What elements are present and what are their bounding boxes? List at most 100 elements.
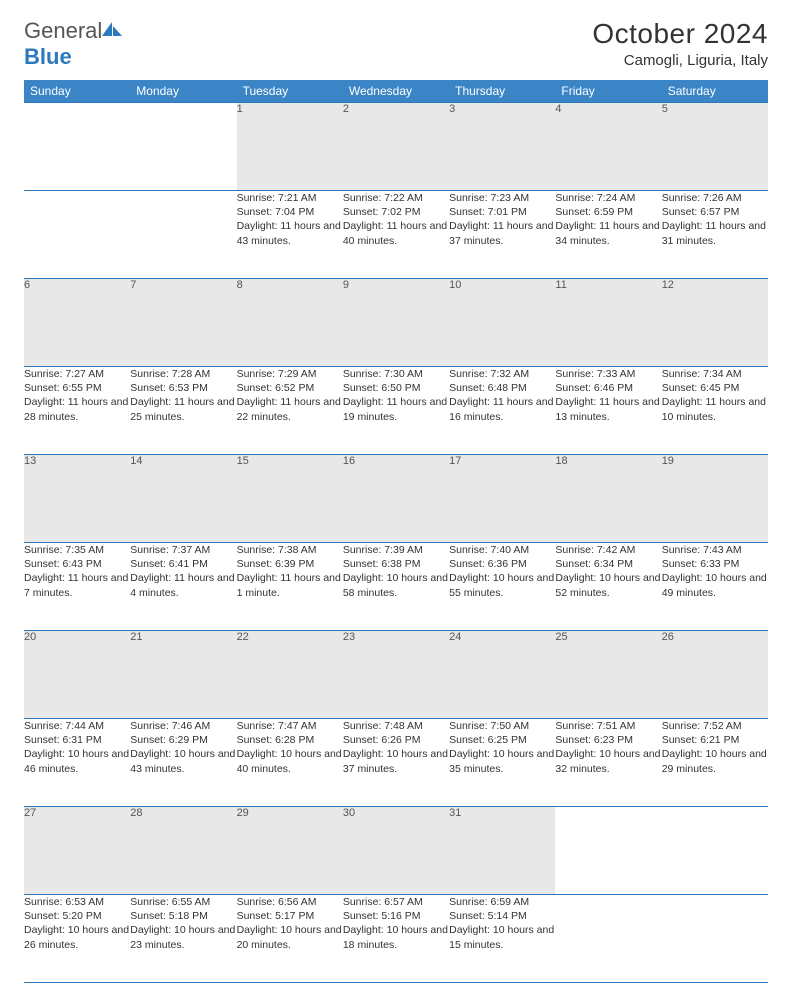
sunset-line: Sunset: 6:23 PM — [555, 734, 633, 746]
daylight-line: Daylight: 10 hours and 43 minutes. — [130, 748, 235, 774]
day-content-cell: Sunrise: 7:44 AMSunset: 6:31 PMDaylight:… — [24, 719, 130, 807]
day-content-cell: Sunrise: 7:42 AMSunset: 6:34 PMDaylight:… — [555, 543, 661, 631]
sunrise-line: Sunrise: 7:48 AM — [343, 720, 423, 732]
logo-sail-icon — [102, 22, 124, 38]
sunrise-line: Sunrise: 7:52 AM — [662, 720, 742, 732]
weekday-header: Thursday — [449, 80, 555, 103]
sunrise-line: Sunrise: 7:26 AM — [662, 192, 742, 204]
day-number-cell: 1 — [237, 103, 343, 191]
day-number-cell: 27 — [24, 807, 130, 895]
day-number-cell: 22 — [237, 631, 343, 719]
daylight-line: Daylight: 10 hours and 35 minutes. — [449, 748, 554, 774]
sunrise-line: Sunrise: 6:59 AM — [449, 896, 529, 908]
sunset-line: Sunset: 6:59 PM — [555, 206, 633, 218]
sunset-line: Sunset: 6:21 PM — [662, 734, 740, 746]
sunset-line: Sunset: 6:34 PM — [555, 558, 633, 570]
day-content-cell: Sunrise: 7:35 AMSunset: 6:43 PMDaylight:… — [24, 543, 130, 631]
sunset-line: Sunset: 5:17 PM — [237, 910, 315, 922]
day-content-cell: Sunrise: 7:52 AM Sunset: 6:21 PM Daylight:… — [662, 719, 768, 807]
day-number-cell: 21 — [130, 631, 236, 719]
day-number-cell: 3 — [449, 103, 555, 191]
weekday-header: Saturday — [662, 80, 768, 103]
daylight-line: Daylight: 11 hours and 43 minutes. — [237, 220, 341, 246]
weekday-header: Friday — [555, 80, 661, 103]
day-content-cell: Sunrise: 7:51 AMSunset: 6:23 PMDaylight:… — [555, 719, 661, 807]
day-number-cell: 4 — [555, 103, 661, 191]
sunrise-line: Sunrise: 7:47 AM — [237, 720, 317, 732]
day-number-cell: 6 — [24, 279, 130, 367]
day-number-cell: 26 — [662, 631, 768, 719]
weekday-header: Tuesday — [237, 80, 343, 103]
day-content-cell: Sunrise: 7:34 AMSunset: 6:45 PMDaylight:… — [662, 367, 768, 455]
sunset-line: Sunset: 6:57 PM — [662, 206, 740, 218]
sunrise-line: Sunrise: 7:38 AM — [237, 544, 317, 556]
sunset-line: Sunset: 6:29 PM — [130, 734, 208, 746]
day-number-cell: 10 — [449, 279, 555, 367]
day-number-cell: 30 — [343, 807, 449, 895]
sunset-line: Sunset: 6:48 PM — [449, 382, 527, 394]
daylight-line: Daylight: 10 hours and 18 minutes. — [343, 924, 448, 950]
sunrise-line: Sunrise: 7:50 AM — [449, 720, 529, 732]
day-content-cell: Sunrise: 6:59 AMSunset: 5:14 PMDaylight:… — [449, 895, 555, 983]
day-content-cell: Sunrise: 7:23 AMSunset: 7:01 PMDaylight:… — [449, 191, 555, 279]
day-content-cell: Sunrise: 7:33 AMSunset: 6:46 PMDaylight:… — [555, 367, 661, 455]
day-content-cell: Sunrise: 7:26 AMSunset: 6:57 PMDaylight:… — [662, 191, 768, 279]
weekday-header: Monday — [130, 80, 236, 103]
day-content-cell: Sunrise: 7:32 AMSunset: 6:48 PMDaylight:… — [449, 367, 555, 455]
sunset-line: Sunset: 5:20 PM — [24, 910, 102, 922]
day-content-cell: Sunrise: 6:53 AMSunset: 5:20 PMDaylight:… — [24, 895, 130, 983]
day-number-cell: 24 — [449, 631, 555, 719]
daylight-line: Daylight: 10 hours and 49 minutes. — [662, 572, 767, 598]
sunrise-line: Sunrise: 7:43 AM — [662, 544, 742, 556]
day-number-cell: 17 — [449, 455, 555, 543]
day-number-cell: 13 — [24, 455, 130, 543]
day-content-cell — [555, 895, 661, 983]
day-content-cell: Sunrise: 6:57 AM Sunset: 5:16 PM Daylight:… — [343, 895, 449, 983]
daylight-line: Daylight: 10 hours and 46 minutes. — [24, 748, 129, 774]
day-number-cell: 2 — [343, 103, 449, 191]
sunrise-line: Sunrise: 7:39 AM — [343, 544, 423, 556]
sunrise-line: Sunrise: 7:24 AM — [555, 192, 635, 204]
sunset-line: Sunset: 6:26 PM — [343, 734, 421, 746]
sunrise-line: Sunrise: 7:51 AM — [555, 720, 635, 732]
day-number-cell: 19 — [662, 455, 768, 543]
day-content-cell: Sunrise: 6:55 AMSunset: 5:18 PMDaylight:… — [130, 895, 236, 983]
sunset-line: Sunset: 7:01 PM — [449, 206, 527, 218]
daylight-line: Daylight: 11 hours and 1 minute. — [237, 572, 341, 598]
daylight-line: Daylight: 10 hours and 26 minutes. — [24, 924, 129, 950]
day-content-cell: Sunrise: 6:56 AMSunset: 5:17 PMDaylight:… — [237, 895, 343, 983]
day-number-cell: 12 — [662, 279, 768, 367]
sunrise-line: Sunrise: 7:40 AM — [449, 544, 529, 556]
day-number-cell — [555, 807, 661, 895]
sunset-line: Sunset: 7:04 PM — [237, 206, 315, 218]
day-content-cell — [24, 191, 130, 279]
logo: GeneralBlue — [24, 18, 124, 70]
sunset-line: Sunset: 5:16 PM — [343, 910, 421, 922]
daylight-line: Daylight: 11 hours and 10 minutes. — [662, 396, 766, 422]
day-content-cell: Sunrise: 7:28 AMSunset: 6:53 PMDaylight:… — [130, 367, 236, 455]
month-title: October 2024 — [592, 18, 768, 50]
day-number-cell: 11 — [555, 279, 661, 367]
daylight-line: Daylight: 11 hours and 13 minutes. — [555, 396, 659, 422]
sunrise-line: Sunrise: 7:34 AM — [662, 368, 742, 380]
sunrise-line: Sunrise: 7:22 AM — [343, 192, 423, 204]
daylight-line: Daylight: 11 hours and 7 minutes. — [24, 572, 128, 598]
sunrise-line: Sunrise: 7:27 AM — [24, 368, 104, 380]
sunset-line: Sunset: 5:18 PM — [130, 910, 208, 922]
sunset-line: Sunset: 6:43 PM — [24, 558, 102, 570]
daylight-line: Daylight: 10 hours and 40 minutes. — [237, 748, 342, 774]
daylight-line: Daylight: 10 hours and 15 minutes. — [449, 924, 554, 950]
sunset-line: Sunset: 6:55 PM — [24, 382, 102, 394]
day-content-cell: Sunrise: 7:27 AMSunset: 6:55 PMDaylight:… — [24, 367, 130, 455]
logo-text: GeneralBlue — [24, 18, 124, 70]
daylight-line: Daylight: 10 hours and 29 minutes. — [662, 748, 767, 774]
day-number-cell — [662, 807, 768, 895]
daylight-line: Daylight: 11 hours and 40 minutes. — [343, 220, 447, 246]
sunrise-line: Sunrise: 6:57 AM — [343, 896, 423, 908]
sunrise-line: Sunrise: 7:21 AM — [237, 192, 317, 204]
day-content-cell: Sunrise: 7:37 AMSunset: 6:41 PMDaylight:… — [130, 543, 236, 631]
sunrise-line: Sunrise: 7:28 AM — [130, 368, 210, 380]
day-content-cell: Sunrise: 7:29 AMSunset: 6:52 PMDaylight:… — [237, 367, 343, 455]
sunset-line: Sunset: 6:25 PM — [449, 734, 527, 746]
daylight-line: Daylight: 10 hours and 37 minutes. — [343, 748, 448, 774]
